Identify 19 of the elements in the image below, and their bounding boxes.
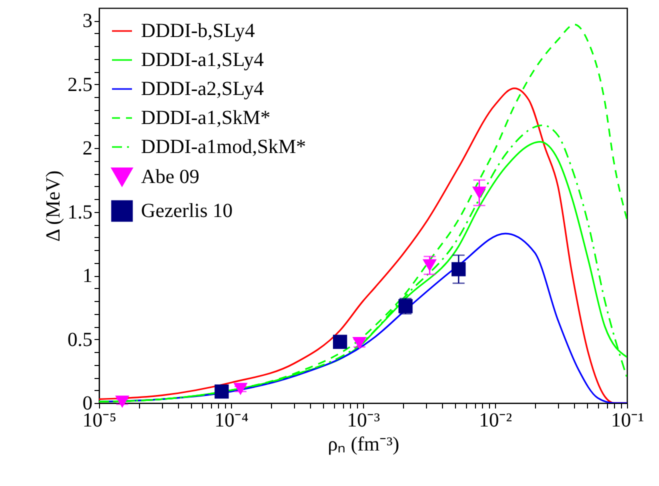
y-axis-title: Δ (MeV)	[42, 170, 64, 242]
legend-label: Abe 09	[141, 166, 200, 188]
y-tick-label: 3	[82, 10, 92, 32]
x-axis-title: ρₙ (fm⁻³)	[328, 434, 400, 456]
legend-label: DDDI-a2,SLy4	[141, 78, 264, 100]
x-tick-label: 10⁻²	[479, 410, 512, 432]
legend-label: Gezerlis 10	[141, 200, 233, 222]
legend-label: DDDI-a1mod,SkM*	[141, 136, 306, 158]
x-tick-label: 10⁻³	[347, 410, 380, 432]
y-tick-label: 2.5	[68, 74, 92, 96]
y-tick-label: 1	[82, 265, 92, 288]
legend-label: DDDI-a1,SLy4	[141, 49, 264, 71]
x-tick-label: 10⁻⁴	[214, 410, 249, 432]
legend-label: DDDI-b,SLy4	[141, 20, 255, 42]
x-tick-label: 10⁻¹	[611, 410, 644, 432]
legend-label: DDDI-a1,SkM*	[141, 107, 270, 129]
y-tick-label: 2	[82, 138, 92, 160]
y-tick-label: 0.5	[68, 328, 92, 351]
y-tick-label: 1.5	[68, 201, 92, 224]
